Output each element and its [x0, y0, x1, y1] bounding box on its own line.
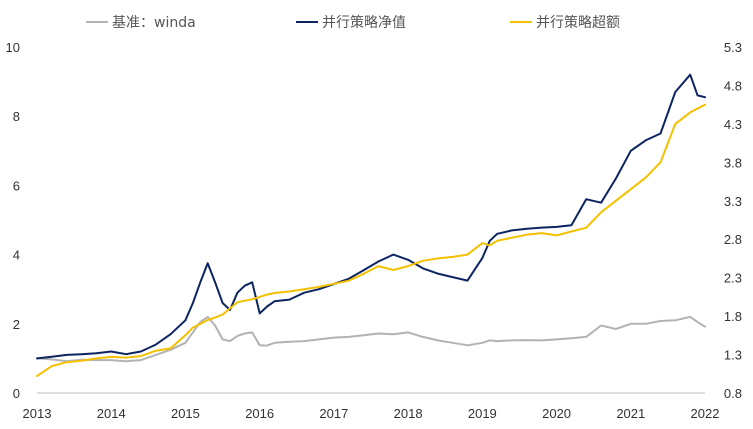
- y-right-tick-label: 3.3: [724, 194, 742, 209]
- y-right-tick-label: 1.3: [724, 348, 742, 363]
- y-left-tick-label: 4: [13, 248, 20, 263]
- legend-label-2: 并行策略超额: [536, 14, 620, 31]
- x-tick-label: 2015: [171, 406, 200, 421]
- x-tick-label: 2016: [245, 406, 274, 421]
- y-right-tick-label: 0.8: [724, 386, 742, 401]
- x-tick-label: 2013: [23, 406, 52, 421]
- y-right-tick-label: 2.8: [724, 232, 742, 247]
- y-right-tick-label: 4.3: [724, 117, 742, 132]
- y-left-tick-label: 0: [13, 386, 20, 401]
- y-left-tick-label: 6: [13, 178, 20, 193]
- legend: 基准：winda 并行策略净值 并行策略超额: [86, 14, 620, 31]
- series-line-2: [36, 103, 706, 378]
- y-right-tick-label: 4.8: [724, 78, 742, 93]
- y-left-tick-label: 10: [6, 40, 20, 55]
- x-tick-label: 2017: [319, 406, 348, 421]
- legend-label-1: 并行策略净值: [322, 14, 406, 31]
- axes: 2013 2014 2015 2016 2017 2018 2019 2020 2021 2022…: [6, 40, 742, 421]
- legend-label-0: 基准：winda: [112, 14, 196, 31]
- x-tick-label: 2022: [691, 406, 720, 421]
- x-tick-label: 2019: [468, 406, 497, 421]
- series-line-1: [36, 73, 706, 360]
- series-line-0: [36, 315, 706, 363]
- x-tick-label: 2020: [542, 406, 571, 421]
- y-right-tick-label: 1.8: [724, 309, 742, 324]
- x-tick-label: 2014: [97, 406, 126, 421]
- y-left-tick-label: 8: [13, 109, 20, 124]
- series-lines: [36, 73, 706, 378]
- y-right-tick-label: 2.3: [724, 271, 742, 286]
- x-tick-label: 2018: [394, 406, 423, 421]
- y-right-tick-label: 3.8: [724, 155, 742, 170]
- y-left-tick-label: 2: [13, 317, 20, 332]
- x-tick-label: 2021: [616, 406, 645, 421]
- y-right-tick-label: 5.3: [724, 40, 742, 55]
